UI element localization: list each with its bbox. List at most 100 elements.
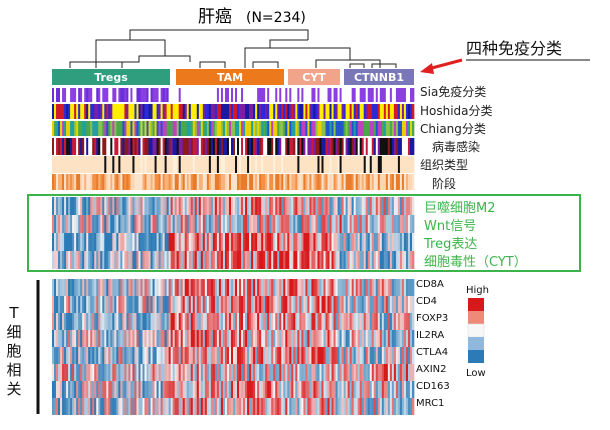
heatmap-cell — [142, 330, 145, 347]
annotation-cell — [86, 138, 89, 155]
annotation-cell — [329, 156, 332, 173]
heatmap-cell — [293, 330, 296, 347]
annotation-cell — [194, 174, 198, 190]
heatmap-cell — [253, 251, 256, 269]
heatmap-cell — [126, 364, 129, 381]
heatmap-cell — [134, 251, 137, 269]
heatmap-cell — [271, 347, 274, 364]
annotation-cell — [144, 156, 147, 173]
heatmap-cell — [172, 364, 176, 381]
heatmap-cell — [174, 233, 178, 251]
heatmap-cell — [102, 296, 105, 313]
annotation-cell — [369, 174, 373, 190]
annotation-cell — [226, 138, 230, 155]
heatmap-cell — [405, 398, 409, 415]
annotation-cell — [162, 174, 165, 190]
heatmap-cell — [86, 398, 89, 415]
annotation-cell — [397, 88, 401, 102]
heatmap-cell — [283, 381, 286, 398]
heatmap-cell — [395, 233, 399, 251]
heatmap-cell — [321, 347, 324, 364]
heatmap-cell — [401, 313, 405, 330]
heatmap-cell — [118, 251, 121, 269]
annotation-cell — [355, 156, 359, 173]
annotation-cell — [86, 121, 89, 136]
heatmap-cell — [353, 251, 357, 269]
heatmap-cell — [136, 313, 139, 330]
annotation-cell — [335, 138, 338, 155]
heatmap-cell — [116, 313, 119, 330]
annotation-cell — [94, 121, 97, 136]
heatmap-cell — [263, 251, 266, 269]
heatmap-cell — [120, 279, 123, 296]
annotation-cell — [218, 121, 222, 136]
annotation-cell — [194, 138, 198, 155]
annotation-cell — [82, 121, 85, 136]
annotation-cell — [393, 174, 397, 190]
annotation-cell — [281, 138, 284, 155]
heatmap-cell — [220, 197, 224, 215]
heatmap-cell — [259, 251, 262, 269]
annotation-cell — [172, 174, 176, 190]
annotation-cell — [403, 104, 407, 119]
heatmap-cell — [301, 296, 304, 313]
heatmap-cell — [72, 398, 75, 415]
annotation-cell — [383, 121, 387, 136]
annotation-cell — [291, 156, 294, 173]
heatmap-cell — [245, 398, 248, 415]
annotation-cell — [98, 88, 101, 102]
heatmap-cell — [64, 279, 67, 296]
heatmap-cell — [269, 197, 272, 215]
heatmap-cell — [347, 313, 350, 330]
heatmap-cell — [253, 330, 256, 347]
heatmap-cell — [411, 313, 415, 330]
annotation-cell — [235, 88, 238, 102]
annotation-cell — [64, 121, 67, 136]
heatmap-cell — [190, 197, 194, 215]
heatmap-cell — [255, 233, 258, 251]
heatmap-row-11 — [52, 398, 415, 415]
heatmap-cell — [311, 313, 314, 330]
annotation-cell — [158, 88, 161, 102]
annotation-cell — [235, 174, 238, 190]
heatmap-cell — [178, 381, 182, 398]
heatmap-cell — [134, 381, 137, 398]
heatmap-cell — [293, 251, 296, 269]
heatmap-cell — [90, 215, 93, 233]
heatmap-cell — [379, 364, 383, 381]
heatmap-cell — [287, 347, 290, 364]
heatmap-cell — [200, 197, 204, 215]
heatmap-cell — [391, 381, 395, 398]
heatmap-cell — [106, 347, 109, 364]
annotation-cell — [263, 121, 266, 136]
heatmap-cell — [351, 279, 355, 296]
annotation-cell — [239, 121, 242, 136]
heatmap-cell — [110, 381, 113, 398]
heatmap-cell — [393, 364, 397, 381]
heatmap-cell — [186, 364, 190, 381]
annotation-cell — [96, 88, 99, 102]
heatmap-cell — [206, 381, 210, 398]
annotation-cell — [182, 88, 186, 102]
heatmap-cell — [361, 279, 365, 296]
annotation-cell — [385, 121, 389, 136]
heatmap-cell — [315, 279, 318, 296]
heatmap-cell — [289, 313, 292, 330]
heatmap-cell — [247, 330, 250, 347]
annotation-cell — [94, 104, 97, 119]
heatmap-cell — [369, 347, 373, 364]
heatmap-cell — [301, 233, 304, 251]
heatmap-cell — [96, 313, 99, 330]
annotation-cell — [128, 174, 131, 190]
heatmap-cell — [228, 381, 232, 398]
annotation-cell — [339, 121, 342, 136]
heatmap-cell — [230, 251, 234, 269]
heatmap-cell — [245, 279, 248, 296]
heatmap-cell — [369, 251, 373, 269]
heatmap-cell — [295, 251, 298, 269]
heatmap-cell — [283, 279, 286, 296]
heatmap-cell — [96, 296, 99, 313]
heatmap-cell — [301, 313, 304, 330]
annotation-cell — [156, 156, 159, 173]
annotation-cell — [160, 174, 163, 190]
